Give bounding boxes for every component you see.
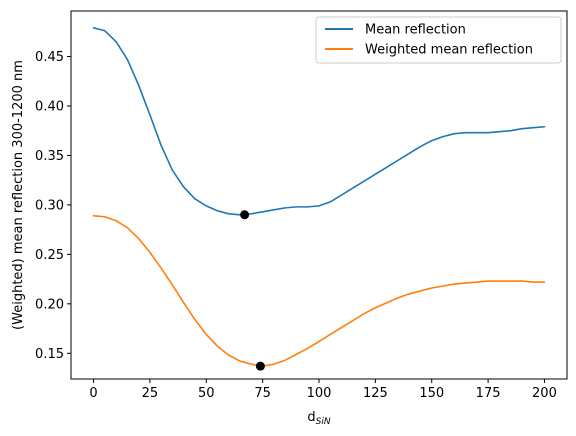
x-tick-label: 25 xyxy=(142,386,159,401)
y-tick-label: 0.40 xyxy=(35,99,64,114)
y-tick-label: 0.15 xyxy=(35,347,64,362)
x-tick-label: 50 xyxy=(198,386,215,401)
x-tick-label: 125 xyxy=(363,386,388,401)
minimum-markers xyxy=(240,210,265,371)
minimum-marker xyxy=(240,210,250,220)
x-axis-label: dSiN xyxy=(307,410,330,427)
plot-area xyxy=(70,10,568,380)
legend-box xyxy=(315,16,562,64)
legend-label-weighted-mean-reflection: Weighted mean reflection xyxy=(365,43,533,58)
y-tick-label: 0.35 xyxy=(35,149,64,164)
minimum-marker xyxy=(255,361,265,371)
series-line-mean-reflection xyxy=(92,27,546,216)
x-tick-label: 150 xyxy=(419,386,444,401)
y-tick-label: 0.30 xyxy=(35,198,64,213)
x-tick-label: 100 xyxy=(307,386,332,401)
y-tick-label: 0.20 xyxy=(35,297,64,312)
x-tick-label: 75 xyxy=(254,386,271,401)
legend-label-mean-reflection: Mean reflection xyxy=(365,23,466,38)
x-tick-label: 200 xyxy=(532,386,557,401)
series-line-weighted-mean-reflection xyxy=(92,214,546,367)
x-tick-label: 0 xyxy=(89,386,97,401)
axis-ticks: 0 25 50 75 100 125 150 175 200 0.15 0.20 0.25 0.30 0.… xyxy=(35,50,557,401)
y-axis-label: (Weighted) mean reflection 300-1200 nm xyxy=(11,60,26,330)
y-tick-label: 0.25 xyxy=(35,248,64,263)
x-tick-label: 175 xyxy=(476,386,501,401)
y-tick-label: 0.45 xyxy=(35,50,64,65)
series-layer xyxy=(92,27,546,367)
legend: Mean reflection Weighted mean reflection xyxy=(315,16,562,64)
